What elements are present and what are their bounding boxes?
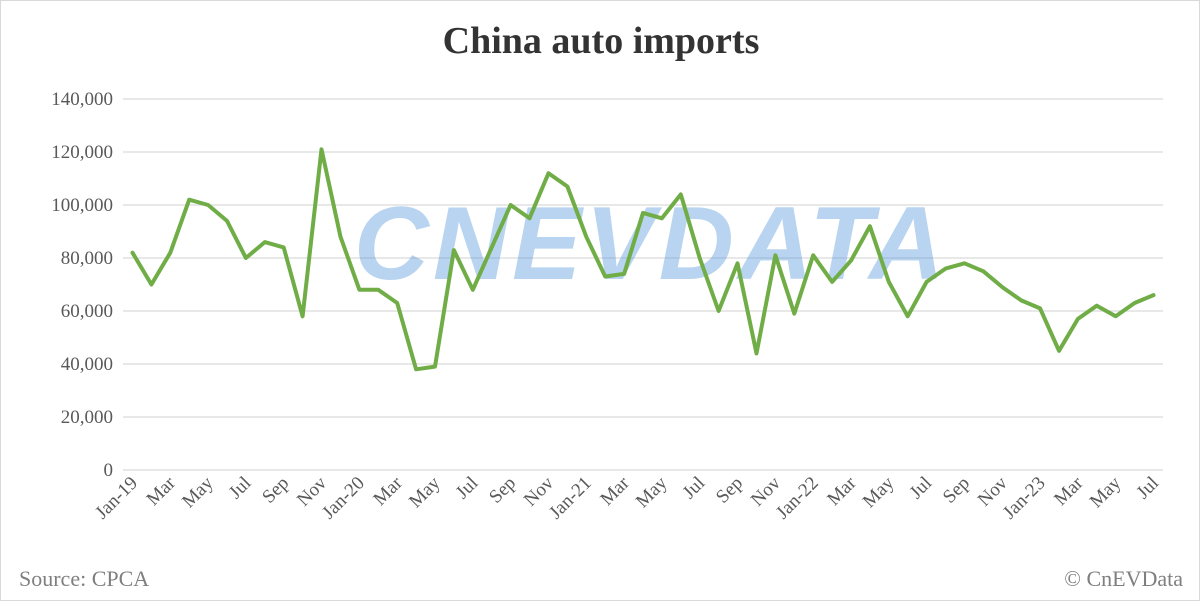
x-tick-label: Jul <box>1133 473 1164 504</box>
x-tick-label: Jul <box>452 473 483 504</box>
x-tick-label: May <box>1086 472 1126 512</box>
data-point <box>263 240 267 244</box>
x-tick-label: Sep <box>712 473 747 508</box>
y-tick-label: 120,000 <box>51 142 113 163</box>
data-point <box>1095 304 1099 308</box>
y-tick-label: 140,000 <box>51 89 113 110</box>
data-point <box>546 171 551 175</box>
x-tick-label: Jan-19 <box>91 473 142 524</box>
data-point <box>773 253 777 257</box>
x-tick-label: Jan-22 <box>772 473 823 524</box>
y-tick-label: 60,000 <box>61 301 113 322</box>
copyright-note: © CnEVData <box>1064 566 1183 591</box>
data-point <box>698 256 702 260</box>
data-point <box>338 235 343 239</box>
y-tick-label: 100,000 <box>51 195 113 216</box>
x-tick-label: Jul <box>906 473 937 504</box>
x-tick-label: May <box>405 472 445 512</box>
data-point <box>603 274 607 279</box>
data-point <box>660 216 664 220</box>
source-note: Source: CPCA <box>19 566 149 591</box>
x-tick-label: Sep <box>939 473 974 508</box>
data-point <box>149 282 153 287</box>
data-point <box>1151 293 1156 297</box>
data-point <box>1019 298 1023 302</box>
x-tick-label: Sep <box>485 473 520 508</box>
data-point <box>206 203 210 207</box>
data-point <box>319 147 324 151</box>
data-point <box>1038 306 1042 310</box>
x-tick-label: May <box>859 472 899 512</box>
data-point <box>565 184 569 189</box>
data-point <box>868 224 872 228</box>
x-tick-label: May <box>632 472 672 512</box>
x-tick-label: Jan-20 <box>318 473 369 524</box>
data-point <box>754 351 759 355</box>
x-tick-label: Jan-21 <box>545 473 596 524</box>
data-point <box>906 314 910 318</box>
data-point <box>962 261 967 265</box>
data-point <box>168 251 172 255</box>
data-point <box>301 314 305 318</box>
x-tick-label: Jul <box>679 473 710 504</box>
data-point <box>717 309 721 313</box>
y-tick-label: 40,000 <box>61 354 113 375</box>
data-point <box>509 203 513 207</box>
data-point <box>830 280 834 284</box>
x-tick-label: Jan-23 <box>999 473 1050 524</box>
x-tick-label: Jul <box>225 473 256 504</box>
data-point <box>282 245 286 249</box>
data-point <box>811 253 815 257</box>
data-point <box>1114 314 1118 318</box>
data-point <box>357 288 361 292</box>
data-point <box>471 288 475 292</box>
x-tick-label: Mar <box>596 472 634 510</box>
data-point <box>943 267 948 271</box>
x-tick-label: Mar <box>369 472 407 510</box>
data-point <box>735 261 740 265</box>
x-tick-label: Mar <box>823 472 861 510</box>
y-tick-label: 80,000 <box>61 248 113 269</box>
data-point <box>414 367 418 371</box>
data-point <box>792 312 796 316</box>
x-tick-label: Mar <box>1050 472 1088 510</box>
data-point <box>679 192 683 196</box>
x-tick-label: Mar <box>143 472 181 510</box>
data-point <box>1133 301 1137 305</box>
data-point <box>225 219 229 223</box>
data-point <box>622 272 626 276</box>
series-group <box>130 147 1156 372</box>
data-point <box>452 248 456 252</box>
data-point <box>433 365 437 369</box>
data-point <box>584 235 588 239</box>
watermark-logo: CNEVDATA <box>354 186 948 302</box>
chart-title: China auto imports <box>443 20 760 62</box>
data-point <box>981 269 985 273</box>
gridlines <box>123 98 1163 471</box>
data-point <box>1057 349 1061 353</box>
data-point <box>490 245 494 249</box>
data-point <box>187 198 191 202</box>
x-tick-label: May <box>178 472 218 512</box>
x-tick-label: Sep <box>258 473 293 508</box>
data-point <box>1000 285 1004 289</box>
data-point <box>849 259 853 263</box>
data-point <box>887 280 891 284</box>
data-point <box>395 301 399 305</box>
data-point <box>1076 317 1080 321</box>
y-tick-label: 20,000 <box>61 407 113 428</box>
data-point <box>130 251 135 255</box>
data-point <box>244 256 248 260</box>
data-point <box>527 216 532 220</box>
data-point <box>641 211 645 215</box>
y-axis-ticks: 0 20,000 40,000 60,000 80,000 100,000 120,000 1… <box>51 89 113 481</box>
data-point <box>925 280 929 284</box>
y-tick-label: 0 <box>104 460 114 481</box>
data-point <box>376 288 380 292</box>
